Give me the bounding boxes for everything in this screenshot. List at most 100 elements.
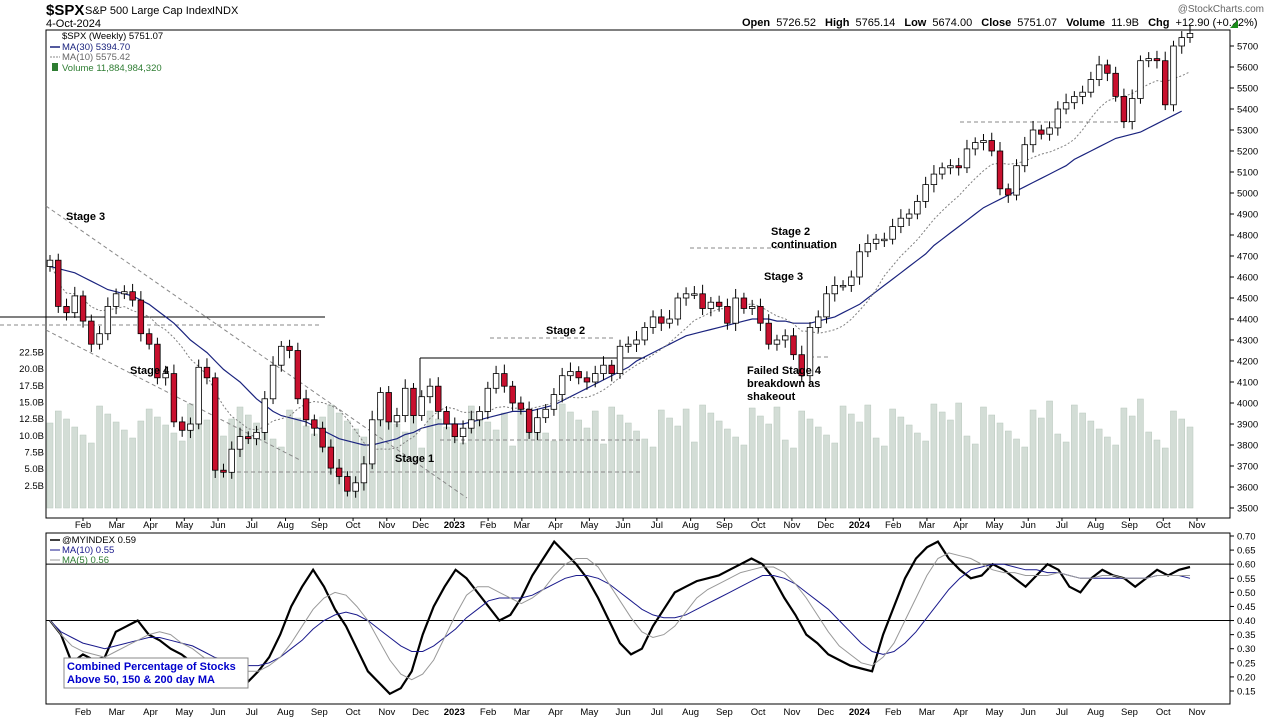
volume-bar [658, 409, 665, 509]
open-label: Open [742, 17, 770, 29]
x-tick-label: Feb [75, 520, 91, 531]
chart-exchange: INDX [212, 5, 239, 17]
volume-bar [790, 447, 797, 509]
volume-bar [567, 411, 574, 509]
candle-body [121, 291, 128, 295]
volume-bar [616, 414, 624, 509]
candle-body [236, 436, 244, 450]
volume-bar [600, 443, 607, 509]
volume-bar [1054, 433, 1062, 509]
candle-body [864, 242, 872, 253]
candle-body [426, 385, 434, 398]
candle-body [1128, 98, 1136, 123]
high-value: 5765.14 [856, 17, 896, 29]
candle-body [525, 408, 533, 433]
volume-bar [385, 415, 392, 509]
candle-body [947, 165, 954, 169]
price-tick-label: 4000 [1237, 399, 1258, 410]
x-tick-label: Aug [682, 520, 699, 531]
x-tick-label: Aug [682, 707, 699, 718]
volume-bar [145, 408, 153, 509]
candle-body [509, 385, 516, 404]
x-tick-label: Nov [783, 707, 800, 718]
price-tick-label: 5000 [1237, 189, 1258, 200]
volume-bar [666, 417, 673, 509]
volume-bar [1145, 431, 1152, 509]
x-tick-label: Dec [817, 707, 834, 718]
volume-bar [63, 418, 70, 509]
volume-bar [724, 428, 731, 509]
chart-symbol: $SPX [46, 2, 84, 19]
x-tick-label: Feb [480, 520, 496, 531]
volume-bar [1038, 417, 1045, 509]
candle-body [707, 301, 715, 309]
candle-body [129, 291, 136, 301]
volume-bar [501, 412, 508, 509]
x-tick-label: Jul [1056, 707, 1068, 718]
candle-body [88, 320, 95, 345]
candle-body [360, 463, 368, 484]
price-tick-label: 4500 [1237, 294, 1258, 305]
close-label: Close [981, 17, 1011, 29]
candle-body [261, 398, 268, 433]
volume-bar [104, 413, 112, 509]
x-tick-label: Jun [615, 520, 630, 531]
volume-bar [129, 437, 136, 509]
candle-body [773, 339, 781, 345]
x-tick-label: Oct [1156, 520, 1171, 531]
x-tick-label: Jun [1021, 707, 1036, 718]
volume-bar [1161, 447, 1169, 509]
volume-bar [823, 434, 830, 509]
x-tick-label: Aug [277, 707, 294, 718]
volume-bar [914, 432, 921, 509]
volume-bar [286, 409, 293, 509]
x-tick-label: Nov [783, 520, 800, 531]
price-tick-label: 4100 [1237, 378, 1258, 389]
x-tick-label: Jun [1021, 520, 1036, 531]
volume-bar [1029, 409, 1037, 509]
candle-body [1087, 79, 1095, 93]
volume-bar [1046, 400, 1053, 509]
x-tick-label: Jul [1056, 520, 1068, 531]
x-tick-label: Feb [885, 707, 901, 718]
volume-bar [1128, 415, 1136, 509]
volume-bars [46, 398, 1194, 509]
annotation-failed-stage4: Failed Stage 4 breakdown as shakeout [747, 365, 822, 403]
volume-bar [1087, 420, 1095, 509]
x-tick-label: Feb [885, 520, 901, 531]
volume-bar [922, 440, 929, 509]
legend-volume: Volume 11,884,984,320 [62, 63, 162, 74]
candle-body [46, 259, 54, 267]
candle-body [178, 421, 186, 431]
candle-body [112, 293, 120, 307]
volume-bar [96, 405, 103, 509]
price-tick-label: 5600 [1237, 63, 1258, 74]
volume-bar [137, 420, 145, 509]
candle-body [187, 423, 194, 431]
candle-body [484, 387, 492, 412]
candle-body [1120, 96, 1128, 123]
volume-bar [897, 416, 905, 509]
volume-bar [459, 442, 467, 509]
volume-tick-label: 12.5B [19, 414, 44, 425]
volume-bar [492, 429, 500, 509]
volume-tick-label: 2.5B [24, 481, 44, 492]
candle-body [633, 339, 640, 345]
volume-bar [443, 426, 450, 509]
volume-bar [1120, 407, 1128, 509]
x-tick-label: 2023 [444, 520, 465, 531]
candle-body [881, 238, 888, 242]
volume-bar [401, 431, 409, 509]
volume-bar [245, 414, 252, 509]
candle-body [1071, 96, 1078, 104]
candle-body [856, 251, 863, 278]
candle-body [377, 392, 384, 421]
candle-body [963, 148, 971, 169]
x-tick-label: Sep [1121, 520, 1138, 531]
volume-bar [344, 420, 351, 509]
price-tick-label: 3500 [1237, 504, 1258, 515]
ma10-line [49, 71, 1191, 451]
candle-body [872, 238, 880, 244]
volume-bar [608, 406, 615, 509]
x-tick-label: Sep [311, 520, 328, 531]
